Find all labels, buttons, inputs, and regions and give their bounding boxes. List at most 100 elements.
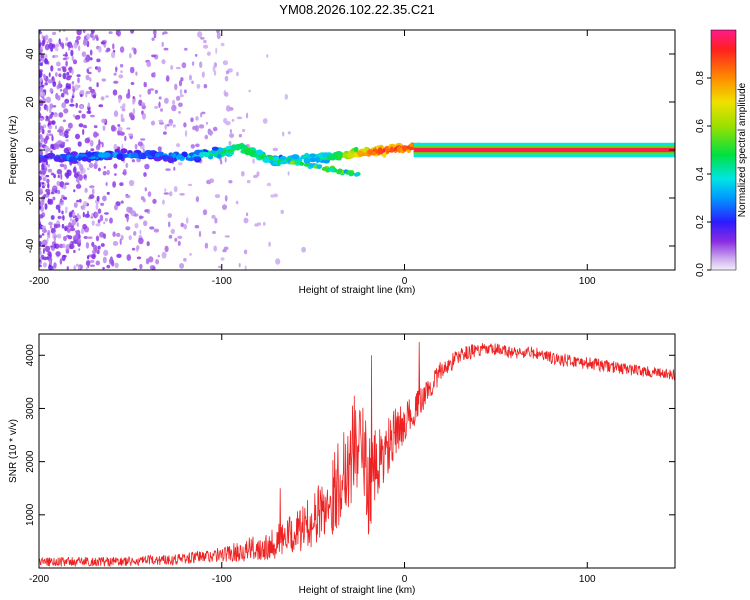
noise-cell xyxy=(263,221,266,226)
noise-cell xyxy=(55,47,59,52)
noise-cell xyxy=(203,39,207,44)
noise-cell xyxy=(41,185,45,189)
trace-cell xyxy=(120,148,128,154)
noise-cell xyxy=(89,114,95,118)
noise-cell xyxy=(39,175,42,181)
noise-cell xyxy=(128,112,134,118)
noise-cell xyxy=(203,44,209,49)
noise-cell xyxy=(62,215,65,221)
noise-cell xyxy=(139,215,144,219)
noise-cell xyxy=(246,179,251,184)
trace-cell xyxy=(81,156,89,162)
noise-cell xyxy=(46,237,49,243)
noise-cell xyxy=(151,54,157,58)
noise-cell xyxy=(163,47,169,51)
noise-cell xyxy=(119,238,122,245)
noise-cell xyxy=(44,245,51,252)
noise-cell xyxy=(58,209,61,213)
noise-cell xyxy=(75,133,80,140)
noise-cell xyxy=(173,166,176,171)
noise-cell xyxy=(222,249,227,253)
noise-cell xyxy=(82,211,85,218)
noise-cell xyxy=(84,137,91,144)
noise-cell xyxy=(168,191,173,197)
spectrogram-x-tick-label: 100 xyxy=(579,276,596,287)
spectrogram-x-ticks: -200 -100 0 100 xyxy=(29,30,596,287)
noise-cell xyxy=(64,182,70,185)
noise-cell xyxy=(141,102,145,105)
noise-cell xyxy=(41,182,45,185)
noise-cell xyxy=(46,191,51,195)
trace-cell xyxy=(337,168,343,173)
noise-cell xyxy=(105,182,108,186)
noise-cell xyxy=(217,265,223,269)
noise-cell xyxy=(72,59,78,65)
trace-cell xyxy=(255,149,264,156)
noise-cell xyxy=(43,227,47,233)
noise-cell xyxy=(144,82,147,88)
noise-cell xyxy=(52,31,57,36)
noise-cell xyxy=(100,243,105,247)
noise-cell xyxy=(39,170,43,175)
noise-cell xyxy=(222,204,227,210)
noise-cell xyxy=(138,99,143,106)
noise-cell xyxy=(43,145,50,153)
noise-cell xyxy=(64,209,68,214)
noise-cell xyxy=(158,101,161,108)
noise-cell xyxy=(83,124,87,129)
noise-cell xyxy=(46,41,49,44)
noise-cell xyxy=(86,167,90,171)
trace-cell xyxy=(68,156,77,162)
noise-cell xyxy=(87,102,91,108)
noise-cell xyxy=(59,258,63,265)
noise-cell xyxy=(243,217,249,224)
noise-cell xyxy=(206,121,208,125)
trace-cell xyxy=(199,152,205,157)
noise-cell xyxy=(39,91,44,97)
trace-cell xyxy=(289,160,295,165)
noise-cell xyxy=(106,169,110,176)
noise-cell xyxy=(129,66,135,74)
noise-cell xyxy=(204,134,209,140)
noise-cell xyxy=(280,209,284,214)
noise-cell xyxy=(65,206,68,211)
noise-cell xyxy=(238,263,241,268)
noise-cell xyxy=(97,66,102,73)
noise-cell xyxy=(62,67,67,73)
noise-cell xyxy=(246,212,249,217)
noise-cell xyxy=(270,194,274,198)
noise-cell xyxy=(236,71,239,77)
noise-cell xyxy=(117,126,123,132)
noise-cell xyxy=(161,41,164,47)
noise-cell xyxy=(209,178,215,183)
noise-cell xyxy=(99,214,104,222)
noise-cell xyxy=(122,103,126,109)
noise-cell xyxy=(90,264,95,267)
noise-cell xyxy=(52,55,55,59)
noise-cell xyxy=(73,189,76,193)
noise-cell xyxy=(85,74,90,81)
noise-cell xyxy=(168,122,173,127)
spectrogram-x-tick-label: -200 xyxy=(29,276,49,287)
noise-cell xyxy=(112,231,116,237)
noise-cell xyxy=(76,199,80,203)
noise-cell xyxy=(173,186,178,193)
noise-cell xyxy=(63,235,67,242)
noise-cell xyxy=(45,96,52,104)
noise-cell xyxy=(50,191,55,195)
noise-cell xyxy=(52,232,56,236)
noise-cell xyxy=(102,170,107,176)
noise-cell xyxy=(256,171,260,177)
noise-cell xyxy=(144,187,147,192)
noise-cell xyxy=(125,162,129,169)
noise-cell xyxy=(54,43,60,48)
noise-cell xyxy=(248,89,251,93)
noise-cell xyxy=(179,94,184,98)
noise-cell xyxy=(88,107,91,114)
noise-cell xyxy=(98,46,102,53)
noise-cell xyxy=(215,47,218,54)
noise-cell xyxy=(167,221,171,228)
noise-cell xyxy=(77,45,81,52)
noise-cell xyxy=(208,130,214,135)
noise-cell xyxy=(119,130,123,134)
